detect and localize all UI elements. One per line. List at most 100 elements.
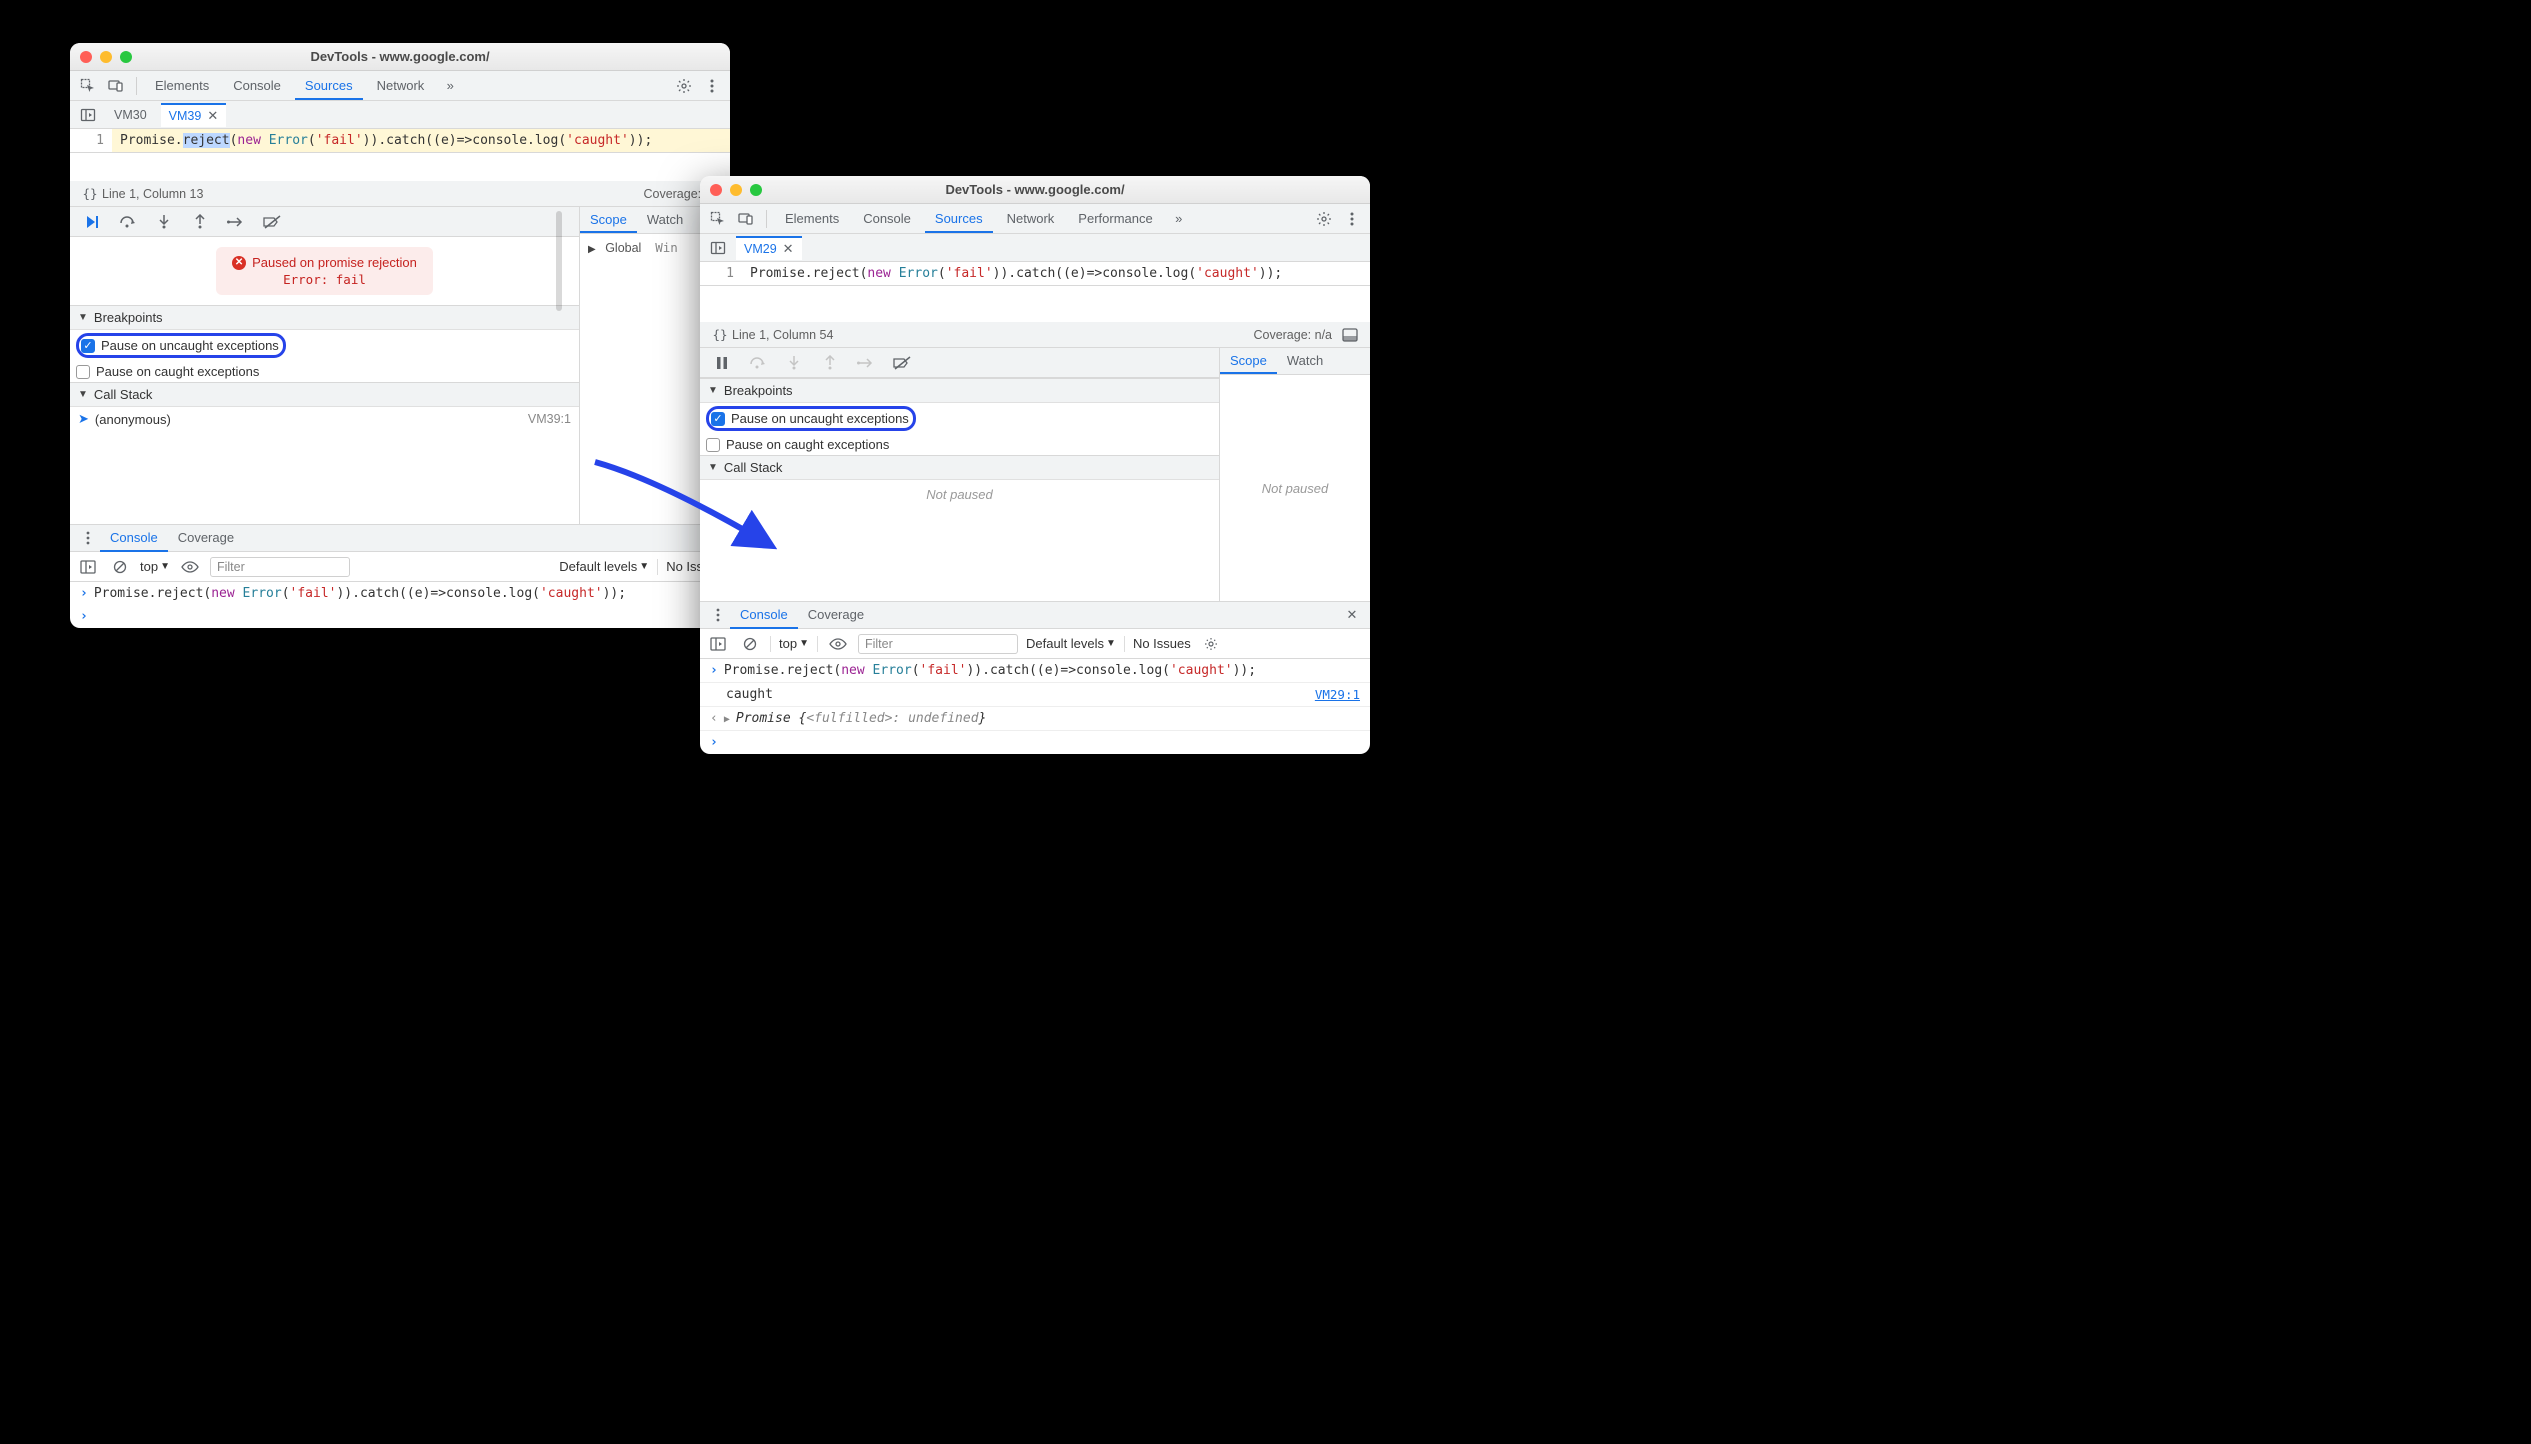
tab-performance[interactable]: Performance [1068,205,1162,233]
close-dot[interactable] [710,184,722,196]
inspect-icon[interactable] [76,74,100,98]
file-tab-vm39[interactable]: VM39 ✕ [161,103,227,127]
checkbox-checked-icon[interactable]: ✓ [81,339,95,353]
eye-icon[interactable] [178,555,202,579]
drawer-tab-console[interactable]: Console [730,601,798,629]
kebab-icon[interactable] [1340,207,1364,231]
levels-selector[interactable]: Default levels ▼ [559,559,649,574]
gear-icon[interactable] [1312,207,1336,231]
drawer-tab-coverage[interactable]: Coverage [168,524,244,552]
step-into-icon [782,351,806,375]
deactivate-breakpoints-icon[interactable] [260,210,284,234]
gear-icon[interactable] [672,74,696,98]
kebab-icon[interactable] [700,74,724,98]
zoom-dot[interactable] [750,184,762,196]
not-paused-text: Not paused [926,487,993,502]
breakpoints-header[interactable]: ▼ Breakpoints [700,378,1219,403]
device-icon[interactable] [734,207,758,231]
close-dot[interactable] [80,51,92,63]
resume-icon[interactable] [80,210,104,234]
scope-tab[interactable]: Scope [1220,348,1277,374]
chevron-down-icon: ▼ [160,561,170,572]
format-icon[interactable]: {} [78,182,102,206]
tab-elements[interactable]: Elements [145,72,219,100]
close-icon[interactable]: ✕ [1340,603,1364,627]
tab-network[interactable]: Network [997,205,1065,233]
console-prompt[interactable]: › [700,730,1370,754]
pause-icon[interactable] [710,351,734,375]
file-tab-vm29[interactable]: VM29 ✕ [736,236,802,260]
kebab-icon[interactable] [706,603,730,627]
step-into-icon[interactable] [152,210,176,234]
console-log-line: caught VM29:1 [700,682,1370,706]
filter-input[interactable]: Filter [858,634,1018,654]
filter-input[interactable]: Filter [210,557,350,577]
context-selector[interactable]: top ▼ [779,636,809,651]
inspect-icon[interactable] [706,207,730,231]
pause-uncaught-row[interactable]: ✓ Pause on uncaught exceptions [700,403,1219,434]
format-icon[interactable]: {} [708,323,732,347]
tab-network[interactable]: Network [367,72,435,100]
clear-console-icon[interactable] [738,632,762,656]
tab-console[interactable]: Console [223,72,291,100]
callstack-header[interactable]: ▼ Call Stack [70,382,579,407]
close-icon[interactable]: ✕ [207,108,218,124]
levels-selector[interactable]: Default levels ▼ [1026,636,1116,651]
breakpoints-header[interactable]: ▼ Breakpoints [70,305,579,330]
tab-sources[interactable]: Sources [925,205,993,233]
tab-sources[interactable]: Sources [295,72,363,100]
pause-uncaught-row[interactable]: ✓ Pause on uncaught exceptions [70,330,579,361]
drawer-tab-console[interactable]: Console [100,524,168,552]
console-input-line: › Promise.reject(new Error('fail')).catc… [700,659,1370,682]
navigator-toggle-icon[interactable] [706,236,730,260]
tabs-overflow-icon[interactable]: » [438,74,462,98]
chevron-right-icon[interactable]: ▶ [588,244,596,255]
close-icon[interactable]: ✕ [783,241,794,257]
current-frame-icon: ➤ [78,411,89,427]
callstack-header[interactable]: ▼ Call Stack [700,455,1219,480]
step-out-icon[interactable] [188,210,212,234]
drawer-tabs: Console Coverage ✕ [700,601,1370,629]
drawer-tabs: Console Coverage [70,524,730,552]
eye-icon[interactable] [826,632,850,656]
device-icon[interactable] [104,74,128,98]
checkbox-checked-icon[interactable]: ✓ [711,412,725,426]
tab-elements[interactable]: Elements [775,205,849,233]
editor-statusbar: {} Line 1, Column 13 Coverage: n/a [70,181,730,207]
minimize-dot[interactable] [730,184,742,196]
gear-icon[interactable] [1199,632,1223,656]
watch-tab[interactable]: Watch [1277,348,1333,374]
sidebar-toggle-icon[interactable] [706,632,730,656]
file-tab-vm30[interactable]: VM30 [106,105,155,125]
cursor-position: Line 1, Column 13 [102,187,203,201]
checkbox-icon[interactable] [76,365,90,379]
deactivate-breakpoints-icon[interactable] [890,351,914,375]
sidebar-toggle-icon[interactable] [76,555,100,579]
pause-caught-row[interactable]: Pause on caught exceptions [70,361,579,382]
pause-caught-row[interactable]: Pause on caught exceptions [700,434,1219,455]
callstack-frame[interactable]: ➤ (anonymous) VM39:1 [70,407,579,431]
step-icon[interactable] [224,210,248,234]
cursor-position: Line 1, Column 54 [732,328,833,342]
coverage-toggle-icon[interactable] [1338,323,1362,347]
kebab-icon[interactable] [76,526,100,550]
code-editor[interactable]: 1 Promise.reject(new Error('fail')).catc… [70,129,730,153]
zoom-dot[interactable] [120,51,132,63]
context-selector[interactable]: top ▼ [140,559,170,574]
watch-tab[interactable]: Watch [637,207,693,233]
drawer-tab-coverage[interactable]: Coverage [798,601,874,629]
step-over-icon[interactable] [116,210,140,234]
console-prompt[interactable]: › [70,605,730,628]
tab-console[interactable]: Console [853,205,921,233]
checkbox-icon[interactable] [706,438,720,452]
code-editor[interactable]: 1 Promise.reject(new Error('fail')).catc… [700,262,1370,286]
source-link[interactable]: VM29:1 [1315,687,1360,702]
minimize-dot[interactable] [100,51,112,63]
chevron-down-icon: ▼ [78,312,88,323]
clear-console-icon[interactable] [108,555,132,579]
issues-button[interactable]: No Issues [1133,636,1191,651]
navigator-toggle-icon[interactable] [76,103,100,127]
tabs-overflow-icon[interactable]: » [1167,207,1191,231]
scope-tab[interactable]: Scope [580,207,637,233]
chevron-right-icon[interactable]: ▶ [724,714,736,725]
